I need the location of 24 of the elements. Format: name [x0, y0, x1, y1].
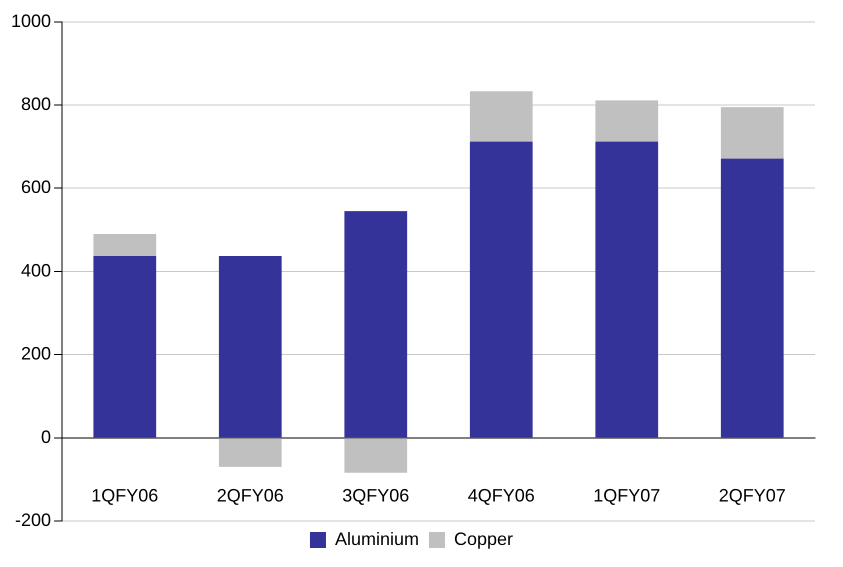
y-tick-label: 1000	[10, 10, 52, 31]
bar	[93, 234, 156, 256]
y-tick-label: 200	[20, 344, 52, 364]
x-tick-label: 1QFY07	[593, 486, 660, 506]
bar	[344, 211, 408, 438]
y-tick-label: 400	[20, 260, 52, 280]
y-tick-label: 600	[20, 177, 52, 198]
y-tick-label: -200	[15, 510, 52, 530]
bar	[470, 142, 533, 438]
bar	[720, 158, 784, 438]
x-tick-label: 1QFY06	[91, 486, 158, 506]
bar	[218, 438, 282, 467]
y-tick-label: 800	[20, 94, 52, 114]
bar	[595, 142, 658, 438]
x-tick-label: 2QFY06	[216, 486, 284, 506]
bar	[93, 256, 156, 438]
x-tick-label: 2QFY07	[718, 486, 786, 506]
legend-label: Copper	[454, 528, 514, 549]
y-tick-label: 0	[41, 426, 52, 447]
x-tick-label: 4QFY06	[468, 486, 535, 506]
x-tick-label: 3QFY06	[342, 486, 410, 506]
bar	[344, 438, 408, 473]
bar	[218, 256, 282, 438]
legend-label: Aluminium	[334, 528, 419, 549]
